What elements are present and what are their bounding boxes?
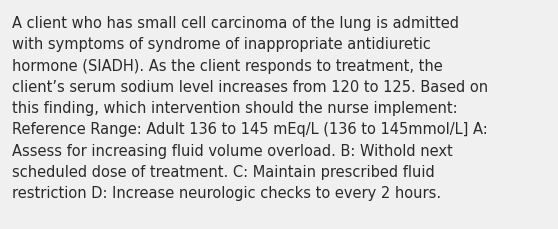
Text: A client who has small cell carcinoma of the lung is admitted
with symptoms of s: A client who has small cell carcinoma of… <box>12 16 488 200</box>
